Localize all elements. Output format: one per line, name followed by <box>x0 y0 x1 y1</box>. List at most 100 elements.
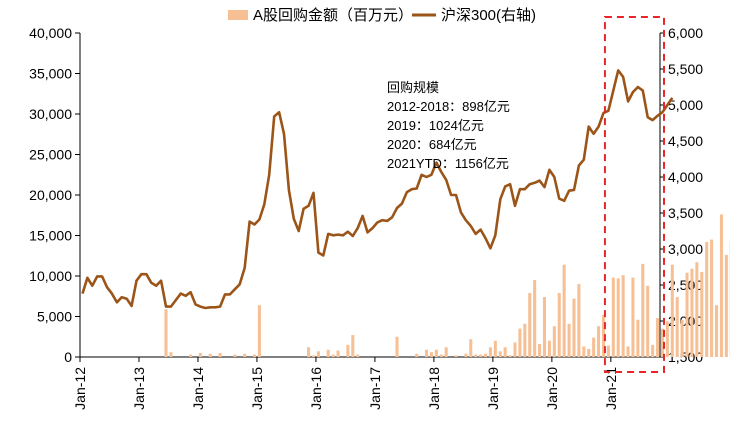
bar <box>209 354 212 357</box>
bar <box>474 355 477 357</box>
bar <box>681 320 684 357</box>
annotation-line-4: 2021YTD：1156亿元 <box>387 156 509 171</box>
bar <box>533 280 536 357</box>
x-tick-label: Jan-14 <box>190 367 206 410</box>
bar <box>454 355 457 357</box>
bar <box>312 355 315 357</box>
bar <box>710 240 713 357</box>
bar <box>169 352 172 357</box>
bar <box>725 255 728 357</box>
bar <box>425 350 428 357</box>
x-tick-label: Jan-15 <box>249 367 265 410</box>
bar <box>651 345 654 357</box>
x-tick-label: Jan-17 <box>367 367 383 410</box>
bar <box>332 355 335 357</box>
bar <box>656 318 659 357</box>
bar <box>607 346 610 357</box>
bar <box>396 337 399 357</box>
bar <box>199 353 202 357</box>
bar <box>572 299 575 357</box>
left-tick-label: 0 <box>64 349 72 365</box>
bar <box>415 354 418 357</box>
bar <box>641 264 644 357</box>
left-tick-label: 10,000 <box>29 268 72 284</box>
left-tick-label: 30,000 <box>29 106 72 122</box>
right-tick-label: 4,000 <box>668 169 703 185</box>
bar <box>504 347 507 357</box>
bar <box>686 273 689 357</box>
bar <box>469 339 472 357</box>
bar <box>513 342 516 357</box>
bar <box>582 346 585 357</box>
bar <box>464 354 467 357</box>
bar <box>337 351 340 357</box>
bar <box>253 355 256 357</box>
x-tick-label: Jan-20 <box>544 367 560 410</box>
x-tick-label: Jan-18 <box>426 367 442 410</box>
bar <box>307 347 310 357</box>
left-tick-label: 25,000 <box>29 147 72 163</box>
bar <box>617 278 620 357</box>
bar <box>676 297 679 357</box>
bar <box>233 355 236 357</box>
bar <box>494 341 497 357</box>
right-tick-label: 5,500 <box>668 61 703 77</box>
annotation-block: 回购规模 2012-2018：898亿元 2019：1024亿元 2020：68… <box>387 80 510 171</box>
right-tick-label: 4,500 <box>668 133 703 149</box>
bar <box>538 344 541 357</box>
bar <box>518 329 521 357</box>
index-line <box>83 70 673 308</box>
legend-bar-swatch <box>228 10 248 20</box>
bar <box>351 335 354 357</box>
bar <box>553 326 556 357</box>
annotation-line-3: 2020：684亿元 <box>387 137 477 152</box>
bar <box>548 341 551 357</box>
bar <box>720 214 723 357</box>
x-tick-label: Jan-19 <box>485 367 501 410</box>
bar <box>430 352 433 357</box>
right-tick-label: 3,500 <box>668 205 703 221</box>
bar <box>646 286 649 357</box>
bar <box>622 275 625 357</box>
left-tick-label: 15,000 <box>29 228 72 244</box>
bar <box>164 309 167 357</box>
right-tick-label: 5,000 <box>668 97 703 113</box>
x-tick-label: Jan-12 <box>72 367 88 410</box>
x-tick-label: Jan-13 <box>131 367 147 410</box>
left-tick-label: 35,000 <box>29 66 72 82</box>
legend-line-label: 沪深300(右轴) <box>441 7 536 24</box>
bar <box>440 355 443 357</box>
bar <box>700 272 703 357</box>
bar <box>356 355 359 357</box>
bar <box>346 345 349 357</box>
x-tick-label: Jan-16 <box>308 367 324 410</box>
annotation-title: 回购规模 <box>387 80 439 95</box>
bar <box>705 242 708 357</box>
bar <box>568 324 571 357</box>
bar <box>587 349 590 357</box>
bar <box>317 351 320 357</box>
bar <box>489 347 492 357</box>
bar <box>243 354 246 357</box>
annotation-line-1: 2012-2018：898亿元 <box>387 99 510 114</box>
bar <box>543 297 546 357</box>
left-tick-label: 20,000 <box>29 187 72 203</box>
bar <box>612 278 615 357</box>
x-tick-label: Jan-21 <box>603 367 619 410</box>
bar <box>597 326 600 357</box>
bar <box>592 338 595 357</box>
line-series <box>83 70 673 308</box>
bar <box>690 269 693 357</box>
bar <box>563 265 566 357</box>
bar <box>499 351 502 357</box>
bar <box>484 354 487 357</box>
bar <box>666 321 669 357</box>
bar <box>219 353 222 357</box>
legend: A股回购金额（百万元） 沪深300(右轴) <box>228 7 536 24</box>
bar <box>671 265 674 357</box>
right-tick-label: 3,000 <box>668 241 703 257</box>
left-tick-label: 40,000 <box>29 25 72 41</box>
bar <box>258 305 261 357</box>
bar <box>577 284 580 357</box>
